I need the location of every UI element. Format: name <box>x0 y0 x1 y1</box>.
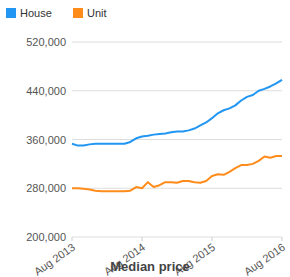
legend-label: House <box>20 7 52 19</box>
grid-line <box>72 237 282 238</box>
x-tick <box>142 237 143 241</box>
y-tick-label: 520,000 <box>26 36 66 48</box>
y-tick-label: 440,000 <box>26 85 66 97</box>
x-tick-label: Aug 2016 <box>242 241 287 277</box>
x-tick <box>212 237 213 241</box>
chart: 200,000 280,000 360,000 440,000 520,000 Aug 2… <box>0 0 290 277</box>
y-tick-label: 360,000 <box>26 134 66 146</box>
plot-area <box>72 80 282 192</box>
title: Median price <box>110 259 189 274</box>
x-tick-label: Aug 2013 <box>32 241 77 277</box>
x-tick <box>72 237 73 241</box>
x-tick <box>282 237 283 241</box>
y-tick-label: 200,000 <box>26 231 66 243</box>
legend-swatch <box>6 8 16 18</box>
grid-line <box>72 42 282 43</box>
grid-line <box>72 139 282 140</box>
line-1 <box>72 156 282 191</box>
grid-line <box>72 188 282 189</box>
grid-line <box>72 90 282 91</box>
legend-swatch <box>73 8 83 18</box>
legend-label: Unit <box>87 7 107 19</box>
y-tick-label: 280,000 <box>26 182 66 194</box>
line-0 <box>72 80 282 146</box>
